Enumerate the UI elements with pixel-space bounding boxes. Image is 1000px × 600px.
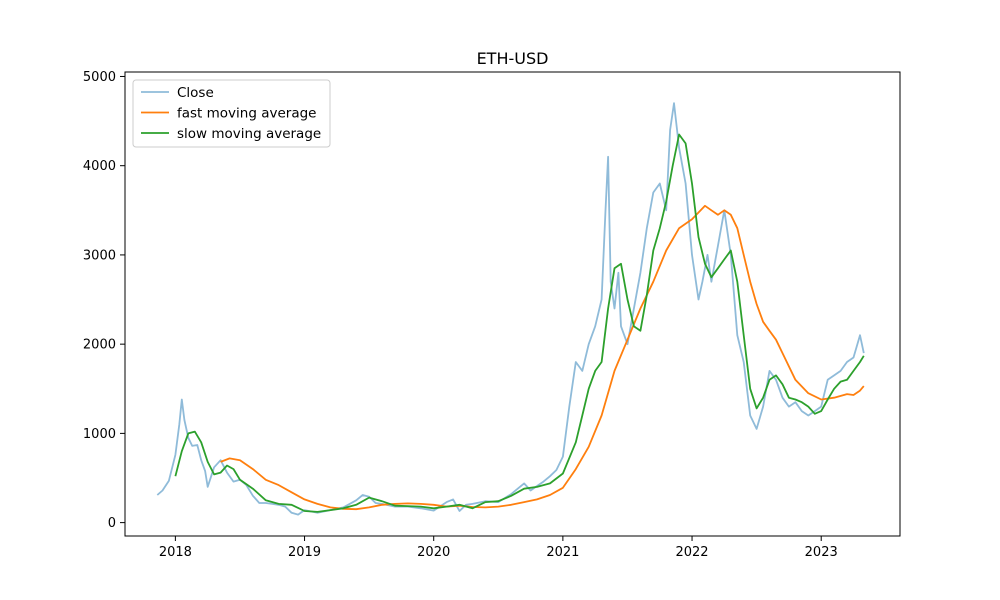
- chart-title: ETH-USD: [477, 49, 549, 68]
- x-tick-label: 2020: [417, 545, 450, 560]
- x-tick-label: 2021: [546, 545, 579, 560]
- plot-area: [124, 71, 901, 537]
- legend-label-2: slow moving average: [177, 126, 321, 142]
- legend-box: [132, 79, 331, 148]
- series-line-2: [174, 133, 865, 513]
- x-tick-label: 2022: [675, 545, 708, 560]
- x-tick-label: 2019: [288, 545, 321, 560]
- legend-label-1: fast moving average: [177, 105, 316, 121]
- y-tick-label: 3000: [83, 248, 116, 263]
- x-tick-label: 2023: [805, 545, 838, 560]
- y-tick-label: 4000: [83, 159, 116, 174]
- legend-label-0: Close: [177, 85, 214, 101]
- y-tick-label: 2000: [83, 338, 116, 353]
- axis-layer: 2018 2019 2020 2021 2022 2023 0 1000 2000 3000 400…: [83, 70, 838, 560]
- y-tick-label: 1000: [83, 427, 116, 442]
- legend: Close fast moving average slow moving aver…: [132, 79, 331, 148]
- x-tick-label: 2018: [159, 545, 192, 560]
- series-layer: [156, 102, 865, 516]
- y-tick-label: 0: [108, 516, 116, 531]
- y-tick-label: 5000: [83, 70, 116, 85]
